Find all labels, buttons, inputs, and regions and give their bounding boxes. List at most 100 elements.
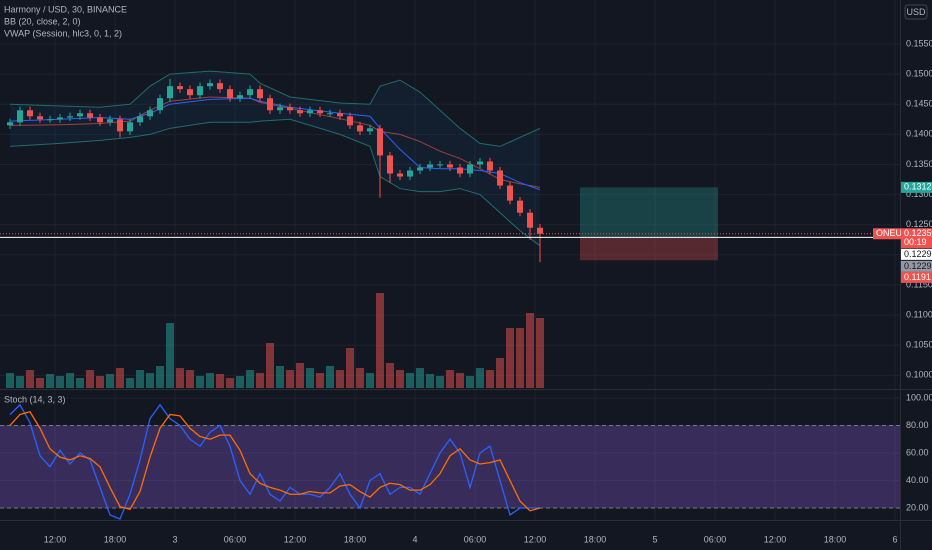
volume-bar [16,376,24,388]
candle-body [157,98,163,111]
symbol-label: ONEUSD [876,228,915,238]
x-tick-label: 12:00 [764,534,787,544]
volume-bar [486,370,494,388]
volume-bar [456,373,464,388]
y-tick-label: 0.1400 [906,129,932,139]
candle-body [237,95,243,99]
volume-bar [76,378,84,388]
indicator-label: BB (20, close, 2, 0) [4,16,81,26]
candle-body [297,110,303,114]
candle-body [337,113,343,117]
currency-button[interactable] [904,4,928,20]
volume-bar [436,376,444,388]
candle-body [507,185,513,201]
candle-body [437,164,443,166]
candle-body [417,167,423,171]
candle-body [467,164,473,174]
position-loss [580,237,718,261]
indicator-label: VWAP (Session, hlc3, 0, 1, 2) [4,28,122,38]
x-tick-label: 12:00 [524,534,547,544]
volume-bar [116,368,124,388]
volume-bar [396,370,404,388]
volume-bar [366,373,374,388]
stoch-k [9,403,540,520]
candle-body [177,86,183,90]
volume-bar [236,376,244,388]
candle-body [497,170,503,186]
stop-label-bg [901,271,932,283]
countdown-label: 00:19 [904,237,927,247]
entry-label-bg [901,260,932,272]
y-tick-label: 0.1350 [906,159,932,169]
x-tick-label: 18:00 [104,534,127,544]
countdown-label-bg [901,237,932,249]
volume-bar [426,374,434,388]
x-tick-label: 3 [172,534,177,544]
candle-body [317,110,323,114]
candle-body [267,98,273,111]
candle-body [387,155,393,174]
volume-bar [306,368,314,388]
volume-bar [526,313,534,388]
candle-body [117,119,123,132]
candle-body [137,116,143,123]
candle-body [257,89,263,99]
volume-bar [276,366,284,388]
candle-body [517,200,523,213]
x-tick-label: 6 [892,534,897,544]
volume-bar [336,370,344,388]
volume-bar [206,373,214,388]
entry-label: 0.1229 [904,249,932,259]
x-tick-label: 4 [412,534,417,544]
volume-bar [26,370,34,388]
volume-bar [536,318,544,388]
y-tick-label: 80.00 [906,420,929,430]
x-tick-label: 12:00 [284,534,307,544]
target-label-bg [901,181,932,193]
candle-body [347,116,353,126]
candle-body [367,128,373,132]
x-tick-label: 18:00 [344,534,367,544]
candle-body [537,227,543,234]
candle-body [187,89,193,96]
candle-body [57,117,63,120]
volume-bar [466,376,474,388]
candle-body [287,107,293,111]
volume-bar [46,374,54,388]
stoch-band [0,425,900,509]
x-tick-label: 06:00 [224,534,247,544]
x-tick-label: 18:00 [584,534,607,544]
volume-bar [106,374,114,388]
target-label: 0.1312 [904,182,932,192]
y-tick-label: 20.00 [906,502,929,512]
candle-body [17,110,23,123]
y-tick-label: 0.1050 [906,340,932,350]
volume-bar [476,368,484,388]
candle-body [327,113,333,115]
currency-label[interactable]: USD [906,7,926,17]
volume-bar [406,373,414,388]
candle-body [477,161,483,165]
x-tick-label: 18:00 [824,534,847,544]
candle-body [197,86,203,96]
candle-body [277,107,283,111]
candle-body [27,110,33,117]
candle-body [7,122,13,126]
y-tick-label: 0.1500 [906,68,932,78]
volume-bar [176,368,184,388]
plot [0,70,900,520]
last-price-label-bg [901,228,932,240]
volume-bar [186,370,194,388]
volume-bar [446,370,454,388]
x-tick-label: 5 [652,534,657,544]
x-tick-label: 06:00 [704,534,727,544]
candle-body [307,110,313,114]
bb-upper [9,70,541,147]
candle-body [127,122,133,132]
volume-bar [146,373,154,388]
entry-label-bg [901,248,932,260]
volume-bar [96,376,104,388]
position-profit [580,187,718,238]
